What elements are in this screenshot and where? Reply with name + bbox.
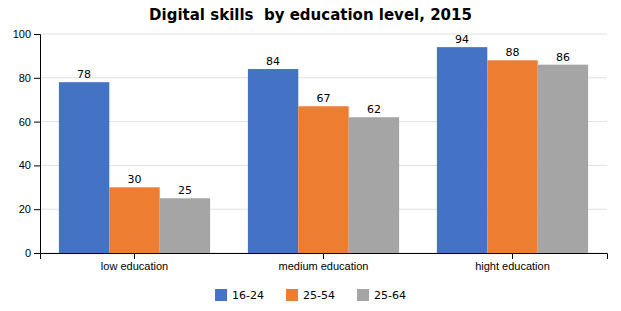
grid-line: [40, 34, 607, 35]
tick: low education: [101, 253, 168, 272]
bar: [59, 82, 109, 253]
legend: 16-24 25-54 25-64: [215, 289, 406, 302]
legend-label: 16-24: [232, 289, 264, 302]
legend-swatch: [286, 289, 298, 301]
tick: 0: [25, 247, 40, 259]
bar: [437, 47, 487, 253]
tick-mark: [34, 78, 40, 79]
tick-mark: [323, 253, 324, 259]
data-label: 67: [317, 92, 331, 105]
legend-item: 25-64: [357, 289, 406, 302]
y-axis: 0 20 40 60 80 100: [13, 28, 41, 259]
tick-label: 0: [25, 247, 31, 259]
bars: [59, 47, 588, 253]
bar: [349, 117, 399, 253]
x-axis: low education medium education hight educa…: [41, 253, 608, 272]
data-label: 25: [178, 184, 192, 197]
data-labels: 78 84 94 30 67 88 25 62 86: [77, 33, 570, 197]
tick-mark: [34, 253, 40, 254]
axis-line: [34, 35, 41, 254]
tick: 60: [19, 116, 40, 128]
bar: [538, 65, 588, 253]
tick-label: 80: [19, 72, 31, 84]
tick-mark: [34, 209, 40, 210]
tick-mark: [134, 253, 135, 259]
tick-mark: [512, 253, 513, 259]
grid: [40, 34, 607, 253]
tick-label: 40: [19, 159, 31, 171]
chart: Digital skills by education level, 2015 0…: [0, 0, 621, 311]
tick-mark: [34, 122, 40, 123]
legend-swatch: [215, 289, 227, 301]
tick: 80: [19, 72, 40, 84]
tick-label: 20: [19, 203, 31, 215]
tick: 20: [19, 203, 40, 215]
legend-item: 25-54: [286, 289, 335, 302]
legend-label: 25-64: [374, 289, 406, 302]
axis-line: [41, 254, 608, 260]
data-label: 88: [506, 46, 520, 59]
tick: 40: [19, 159, 40, 171]
bar: [248, 69, 298, 253]
tick: medium education: [279, 253, 369, 272]
data-label: 30: [128, 173, 142, 186]
tick-mark: [34, 165, 40, 166]
legend-swatch: [357, 289, 369, 301]
bar: [160, 198, 210, 253]
tick-mark: [34, 34, 40, 35]
title: Digital skills by education level, 2015: [149, 6, 472, 24]
tick: hight education: [475, 253, 550, 272]
plot: 0 20 40 60 80 100 low education medium educatio…: [13, 28, 608, 272]
bar: [298, 106, 348, 253]
tick-label: low education: [101, 260, 168, 272]
tick-label: 60: [19, 116, 31, 128]
tick-label: 100: [13, 28, 31, 40]
legend-item: 16-24: [215, 289, 264, 302]
tick-label: medium education: [279, 260, 369, 272]
bar: [109, 187, 159, 253]
data-label: 94: [455, 33, 469, 46]
bar: [487, 60, 537, 253]
data-label: 62: [367, 103, 381, 116]
data-label: 86: [556, 51, 570, 64]
tick-label: hight education: [475, 260, 550, 272]
data-label: 78: [77, 68, 91, 81]
legend-label: 25-54: [303, 289, 335, 302]
tick: 100: [13, 28, 40, 40]
data-label: 84: [266, 55, 280, 68]
